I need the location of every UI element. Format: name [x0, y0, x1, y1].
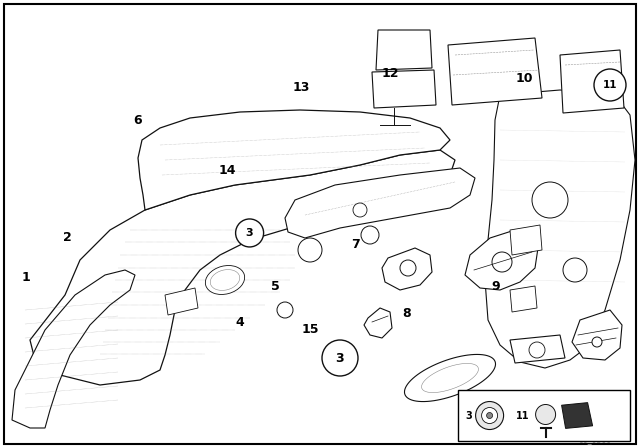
Circle shape [277, 302, 293, 318]
Polygon shape [510, 286, 537, 312]
Circle shape [322, 340, 358, 376]
Circle shape [400, 260, 416, 276]
Circle shape [536, 405, 556, 425]
Polygon shape [364, 308, 392, 338]
Circle shape [532, 182, 568, 218]
Polygon shape [448, 38, 542, 105]
Circle shape [361, 226, 379, 244]
Text: 3: 3 [466, 410, 472, 421]
Text: 4: 4 [236, 316, 244, 329]
Circle shape [476, 401, 504, 430]
Text: 00_0300: 00_0300 [579, 435, 612, 444]
Polygon shape [12, 270, 135, 428]
Circle shape [236, 219, 264, 247]
Circle shape [563, 258, 587, 282]
Text: 8: 8 [402, 307, 411, 320]
Text: 9: 9 [492, 280, 500, 293]
Circle shape [298, 238, 322, 262]
Text: 13: 13 [292, 81, 310, 94]
Text: 15: 15 [301, 323, 319, 336]
Bar [458, 390, 630, 441]
Polygon shape [562, 403, 593, 428]
Circle shape [486, 413, 493, 418]
Polygon shape [165, 288, 198, 315]
Circle shape [481, 408, 498, 423]
Polygon shape [510, 225, 542, 255]
Polygon shape [138, 110, 450, 210]
Polygon shape [572, 310, 622, 360]
Text: 14: 14 [218, 164, 236, 177]
Polygon shape [372, 70, 436, 108]
Text: 1: 1 [21, 271, 30, 284]
Text: 3: 3 [246, 228, 253, 238]
Text: 10: 10 [516, 72, 534, 85]
Text: 5: 5 [271, 280, 280, 293]
Circle shape [529, 342, 545, 358]
Polygon shape [30, 150, 455, 385]
Polygon shape [465, 230, 538, 290]
Circle shape [353, 203, 367, 217]
Polygon shape [376, 30, 432, 70]
Polygon shape [382, 248, 432, 290]
Polygon shape [560, 50, 624, 113]
Text: 11: 11 [516, 410, 529, 421]
Ellipse shape [205, 266, 244, 294]
Polygon shape [485, 90, 635, 368]
Polygon shape [422, 363, 479, 392]
Circle shape [492, 252, 512, 272]
Polygon shape [285, 168, 475, 238]
Polygon shape [510, 335, 565, 363]
Text: 2: 2 [63, 231, 72, 244]
Ellipse shape [211, 270, 240, 290]
Text: 7: 7 [351, 237, 360, 251]
Circle shape [594, 69, 626, 101]
Circle shape [592, 337, 602, 347]
Text: 6: 6 [133, 114, 142, 128]
Text: 12: 12 [381, 67, 399, 81]
Polygon shape [404, 354, 495, 401]
Text: 11: 11 [603, 80, 617, 90]
Text: 3: 3 [336, 352, 344, 365]
